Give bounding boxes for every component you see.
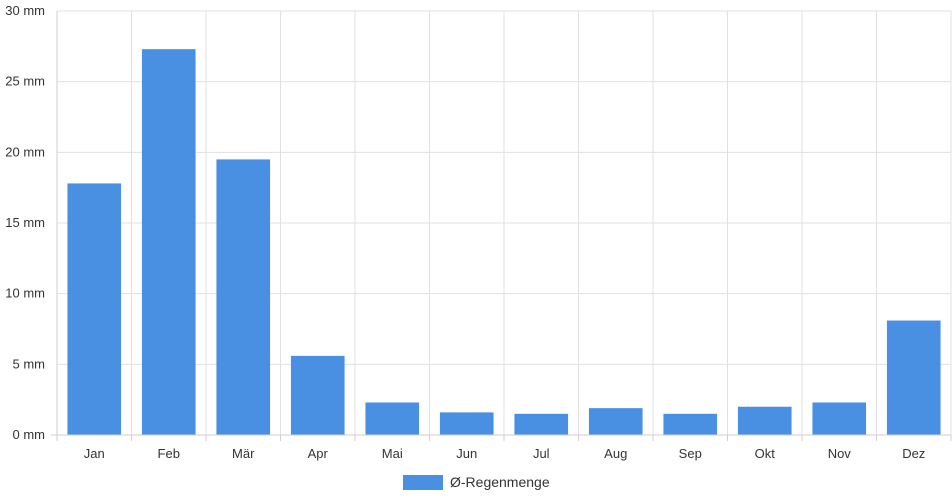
y-tick-label: 5 mm: [13, 356, 46, 371]
bar-0[interactable]: [67, 183, 122, 435]
bar-6[interactable]: [514, 413, 569, 435]
bar-7[interactable]: [588, 408, 643, 435]
y-tick-label: 30 mm: [5, 3, 45, 18]
legend-label: Ø-Regenmenge: [450, 474, 550, 490]
x-tick-label: Okt: [755, 446, 776, 461]
axis-layer: 0 mm 5 mm 10 mm 15 mm 20 mm 25 mm 30 mm Jan Feb M…: [5, 3, 952, 461]
x-tick-label: Apr: [308, 446, 329, 461]
bar-9[interactable]: [737, 406, 792, 435]
x-tick-label: Mai: [382, 446, 403, 461]
x-tick-label: Dez: [902, 446, 925, 461]
legend[interactable]: Ø-Regenmenge: [403, 474, 550, 490]
bar-layer: [67, 49, 941, 435]
y-tick-label: 20 mm: [5, 144, 45, 159]
x-tick-label: Jan: [84, 446, 105, 461]
bar-1[interactable]: [141, 49, 196, 435]
x-tick-label: Nov: [828, 446, 852, 461]
x-tick-label: Aug: [604, 446, 627, 461]
bar-8[interactable]: [663, 413, 718, 435]
grid-layer: [56, 10, 952, 436]
y-tick-label: 10 mm: [5, 286, 45, 301]
legend-swatch: [403, 475, 443, 490]
x-tick-label: Jul: [533, 446, 550, 461]
bar-3[interactable]: [290, 355, 345, 435]
y-tick-label: 25 mm: [5, 74, 45, 89]
y-tick-label: 15 mm: [5, 215, 45, 230]
y-tick-label: 0 mm: [13, 427, 46, 442]
bar-10[interactable]: [812, 402, 867, 435]
bar-5[interactable]: [439, 412, 494, 435]
x-tick-label: Mär: [232, 446, 255, 461]
x-tick-label: Jun: [456, 446, 477, 461]
x-tick-label: Sep: [679, 446, 702, 461]
x-tick-label: Feb: [158, 446, 180, 461]
bar-11[interactable]: [886, 320, 941, 435]
bar-4[interactable]: [365, 402, 420, 435]
bar-2[interactable]: [216, 159, 271, 435]
